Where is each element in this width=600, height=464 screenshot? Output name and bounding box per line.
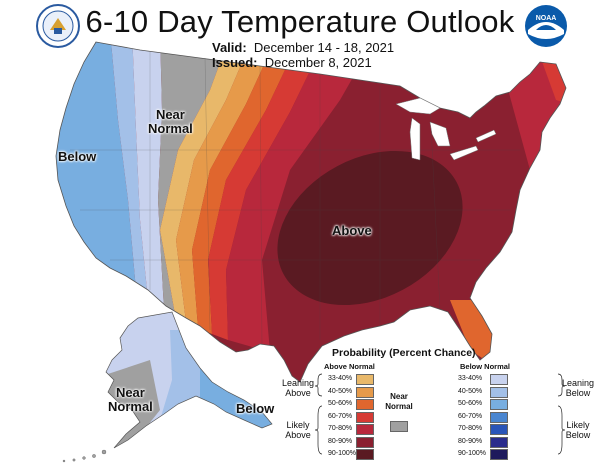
above-bin-label-3: 60-70%	[328, 412, 353, 420]
above-bin-swatch-3	[356, 411, 374, 423]
above-bin-label-2: 50-60%	[328, 400, 353, 407]
legend-near-normal-label: Near Normal	[384, 392, 414, 412]
below-bin-swatch-3	[490, 411, 508, 423]
below-bin-label-3: 60-70%	[458, 412, 483, 420]
legend-below-header: Below Normal	[460, 362, 511, 371]
below-bin-label-4: 70-80%	[458, 425, 483, 432]
below-bin-label-2: 50-60%	[458, 400, 483, 407]
legend-above-header: Above Normal	[324, 362, 375, 371]
outlook-dates: Valid: December 14 - 18, 2021 Issued: De…	[212, 40, 394, 70]
likely-below-line1: Likely	[566, 420, 590, 430]
below-bin-label-1: 40-50%	[458, 387, 483, 395]
near-line1: Near	[390, 392, 408, 401]
label-ak-near-normal: Near Normal	[108, 386, 153, 414]
label-near: Near	[155, 107, 185, 122]
below-bin-swatch-0	[490, 374, 508, 385]
above-bin-label-0: 33-40%	[328, 375, 353, 382]
likely-above-line2: Above	[285, 430, 311, 440]
above-bin-swatch-4	[356, 424, 374, 435]
issued-date: December 8, 2021	[264, 55, 372, 70]
label-near-normal: Near Normal	[148, 108, 193, 136]
below-bin-swatch-2	[490, 399, 508, 410]
leaning-above-line1: Leaning	[281, 378, 315, 388]
label-below-west: Below	[58, 149, 97, 164]
legend-likely-below: Likely Below	[558, 420, 598, 440]
above-bin-swatch-5	[356, 436, 374, 448]
legend-title: Probability (Percent Chance)	[332, 347, 476, 359]
leaning-above-line2: Above	[285, 388, 311, 398]
legend-leaning-below: Leaning Below	[558, 378, 598, 398]
label-ak-near: Near	[115, 385, 145, 400]
below-bin-label-0: 33-40%	[458, 375, 483, 382]
label-above: Above	[332, 223, 372, 238]
above-bin-swatch-0	[356, 374, 374, 385]
near-line2: Normal	[385, 402, 413, 411]
legend-leaning-above: Leaning Above	[278, 378, 318, 398]
commerce-seal-logo	[36, 4, 80, 48]
leaning-below-line1: Leaning	[561, 378, 595, 388]
page-title: 6-10 Day Temperature Outlook	[85, 4, 515, 39]
below-bin-swatch-5	[490, 436, 508, 448]
likely-above-line1: Likely	[286, 420, 310, 430]
above-bin-swatch-2	[356, 399, 374, 410]
label-normal: Normal	[148, 121, 193, 136]
above-bin-label-6: 90-100%	[328, 450, 357, 457]
legend: Probability (Percent Chance) Above Norma…	[280, 344, 600, 464]
below-bin-swatch-1	[490, 386, 508, 398]
below-bin-swatch-6	[490, 449, 508, 460]
above-bin-label-1: 40-50%	[328, 387, 353, 395]
valid-label: Valid:	[212, 40, 247, 55]
above-bin-label-5: 80-90%	[328, 437, 353, 445]
legend-brackets	[314, 373, 566, 455]
valid-dates: December 14 - 18, 2021	[253, 40, 395, 55]
noaa-logo: NOAA	[525, 5, 567, 47]
above-bin-swatch-6	[356, 449, 374, 460]
below-bin-swatch-4	[490, 424, 508, 435]
likely-below-line2: Below	[565, 430, 591, 440]
legend-likely-above: Likely Above	[278, 420, 318, 440]
leaning-below-line2: Below	[565, 388, 591, 398]
below-bin-label-6: 90-100%	[458, 450, 487, 457]
above-bin-label-4: 70-80%	[328, 425, 353, 432]
label-ak-normal: Normal	[108, 399, 153, 414]
noaa-logo-text: NOAA	[536, 15, 557, 22]
issued-label: Issued:	[212, 55, 258, 70]
above-bin-swatch-1	[356, 386, 374, 398]
below-bin-label-5: 80-90%	[458, 437, 483, 445]
legend-near-normal-swatch	[390, 421, 408, 432]
label-ak-below: Below	[236, 401, 275, 416]
